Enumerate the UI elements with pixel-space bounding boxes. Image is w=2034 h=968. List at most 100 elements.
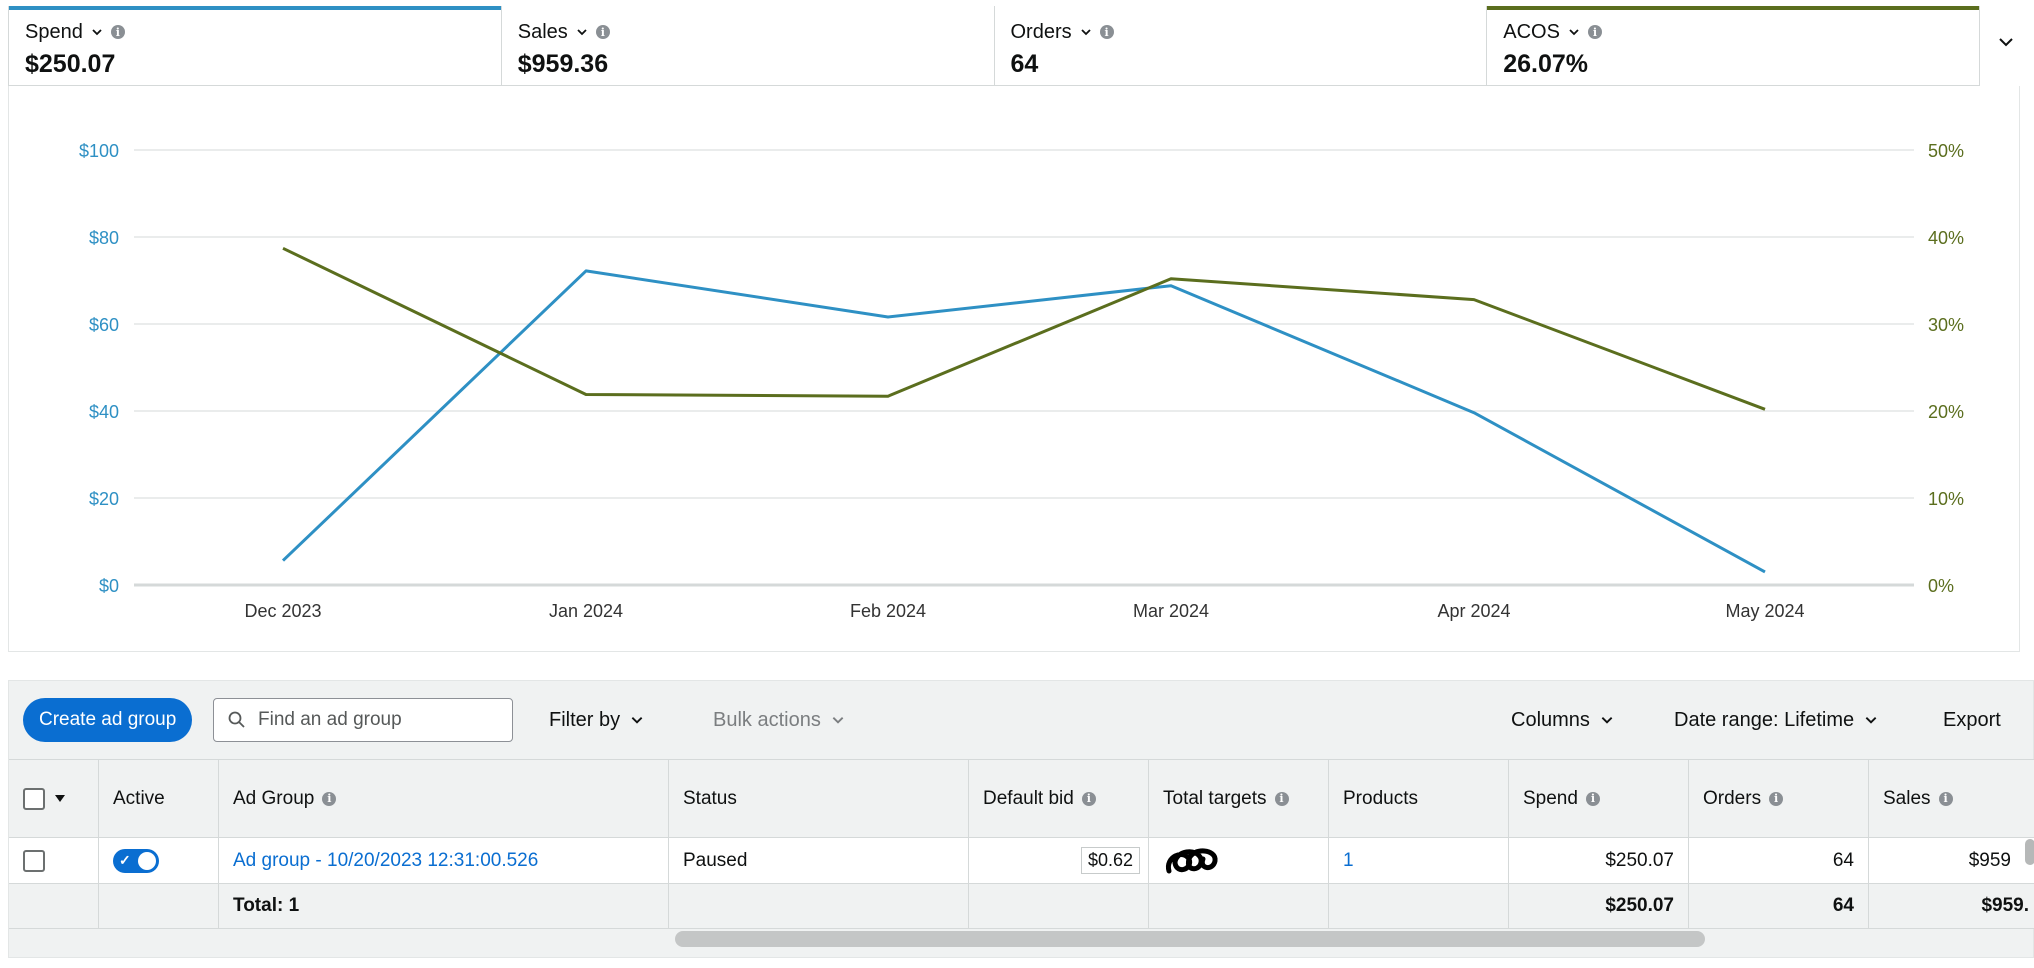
info-icon[interactable]: i — [1769, 791, 1784, 806]
chevron-down-icon — [1865, 717, 1877, 724]
series-line-acos — [282, 246, 1766, 411]
y-left-tick-label: $80 — [89, 228, 119, 248]
columns-label: Columns — [1511, 708, 1590, 731]
x-tick-label: May 2024 — [1725, 601, 1804, 621]
ad-group-link[interactable]: Ad group - 10/20/2023 12:31:00.526 — [219, 838, 669, 883]
select-all-cell — [9, 760, 99, 837]
column-header-orders[interactable]: Orders i — [1689, 760, 1869, 837]
chevron-down-icon — [832, 717, 844, 724]
total-orders: 64 — [1689, 884, 1869, 928]
horizontal-scrollbar[interactable] — [675, 931, 1705, 947]
metric-spend[interactable]: Spend i $250.07 — [9, 6, 502, 85]
active-toggle[interactable]: ✓ — [113, 848, 159, 873]
metric-label: Sales — [517, 20, 568, 43]
search-placeholder: Find an ad group — [258, 709, 402, 730]
total-empty-cell — [99, 884, 219, 928]
y-left-tick-label: $40 — [89, 402, 119, 422]
total-empty-cell — [969, 884, 1149, 928]
metric-value: 64 — [1010, 50, 1039, 78]
info-icon[interactable]: i — [1587, 25, 1602, 39]
chevron-down-icon[interactable] — [1080, 26, 1092, 38]
chevron-down-icon[interactable] — [1568, 26, 1580, 38]
default-bid-cell: $0.62 — [969, 838, 1149, 883]
spend-cell: $250.07 — [1509, 838, 1689, 883]
series-line-spend — [281, 269, 1766, 574]
total-empty-cell — [669, 884, 969, 928]
y-right-tick-label: 10% — [1928, 489, 1964, 509]
metric-sales[interactable]: Sales i $959.36 — [502, 6, 995, 85]
info-icon[interactable]: i — [595, 25, 610, 39]
x-tick-label: Mar 2024 — [1133, 601, 1209, 621]
y-right-tick-label: 50% — [1928, 141, 1964, 161]
info-icon[interactable]: i — [1099, 25, 1114, 39]
column-header-total-targets[interactable]: Total targets i — [1149, 760, 1329, 837]
metric-acos[interactable]: ACOS i 26.07% — [1487, 6, 1979, 85]
y-left-tick-label: $0 — [99, 576, 119, 596]
row-checkbox[interactable] — [23, 849, 45, 872]
chevron-down-icon — [631, 717, 643, 724]
default-bid-input[interactable]: $0.62 — [1080, 847, 1140, 874]
y-right-tick-label: 40% — [1928, 228, 1964, 248]
x-tick-label: Dec 2023 — [244, 601, 321, 621]
total-empty-cell — [9, 884, 99, 928]
x-tick-label: Apr 2024 — [1437, 601, 1510, 621]
total-label: Total: 1 — [219, 884, 669, 928]
table-row: ✓ Ad group - 10/20/2023 12:31:00.526 Pau… — [9, 837, 2034, 883]
info-icon[interactable]: i — [110, 25, 125, 39]
metric-label: Orders — [1010, 20, 1072, 43]
y-right-tick-label: 0% — [1928, 576, 1954, 596]
vertical-scrollbar[interactable] — [2025, 839, 2034, 865]
expand-metrics-chevron-icon[interactable] — [1994, 30, 2018, 54]
bulk-actions-dropdown[interactable]: Bulk actions — [713, 698, 845, 742]
y-right-tick-label: 20% — [1928, 402, 1964, 422]
column-header-ad-group[interactable]: Ad Group i — [219, 760, 669, 837]
total-empty-cell — [1149, 884, 1329, 928]
column-header-products[interactable]: Products — [1329, 760, 1509, 837]
table-header-row: Active Ad Group i Status Default bid i Tot… — [9, 759, 2034, 837]
column-header-sales[interactable]: Sales i — [1869, 760, 2034, 837]
create-ad-group-button[interactable]: Create ad group — [23, 698, 193, 742]
toggle-knob — [138, 851, 156, 870]
info-icon[interactable]: i — [1585, 791, 1600, 806]
column-header-default-bid[interactable]: Default bid i — [969, 760, 1149, 837]
metric-value: $959.36 — [517, 50, 609, 78]
chevron-down-icon[interactable] — [91, 26, 103, 38]
column-header-active[interactable]: Active — [99, 760, 219, 837]
table-toolbar: Create ad group Find an ad group Filter … — [9, 681, 2034, 759]
header-label: Status — [683, 787, 737, 809]
chevron-down-icon[interactable] — [576, 26, 588, 38]
export-button[interactable]: Export — [1943, 698, 2001, 742]
metric-label: ACOS — [1503, 20, 1560, 43]
y-left-tick-label: $100 — [79, 141, 119, 161]
x-tick-label: Feb 2024 — [850, 601, 926, 621]
total-targets-cell — [1149, 838, 1329, 883]
info-icon[interactable]: i — [322, 791, 337, 806]
y-left-tick-label: $20 — [89, 489, 119, 509]
info-icon[interactable]: i — [1274, 791, 1289, 806]
redaction-scribble — [1165, 848, 1218, 873]
products-link[interactable]: 1 — [1329, 838, 1509, 883]
column-header-spend[interactable]: Spend i — [1509, 760, 1689, 837]
total-sales: $959. — [1981, 895, 2029, 916]
select-all-checkbox[interactable] — [23, 787, 45, 810]
header-label: Orders — [1703, 787, 1762, 809]
header-label: Total targets — [1163, 787, 1267, 809]
active-cell: ✓ — [99, 838, 219, 883]
status-cell: Paused — [669, 838, 969, 883]
metric-tiles: Spend i $250.07 Sales i $959.36 Orders i… — [8, 6, 1980, 86]
check-icon: ✓ — [119, 851, 131, 868]
filter-by-dropdown[interactable]: Filter by — [549, 698, 644, 742]
bulk-actions-label: Bulk actions — [713, 708, 821, 731]
column-header-status[interactable]: Status — [669, 760, 969, 837]
orders-cell: 64 — [1689, 838, 1869, 883]
columns-dropdown[interactable]: Columns — [1511, 698, 1614, 742]
info-icon[interactable]: i — [1081, 791, 1096, 806]
metric-accent-bar — [9, 6, 501, 10]
date-range-label: Date range: Lifetime — [1674, 708, 1855, 731]
date-range-dropdown[interactable]: Date range: Lifetime — [1674, 698, 1878, 742]
metric-orders[interactable]: Orders i 64 — [995, 6, 1488, 85]
header-label: Default bid — [983, 787, 1074, 809]
search-input[interactable]: Find an ad group — [213, 698, 513, 742]
info-icon[interactable]: i — [1938, 791, 1953, 806]
caret-down-icon[interactable] — [55, 794, 65, 803]
